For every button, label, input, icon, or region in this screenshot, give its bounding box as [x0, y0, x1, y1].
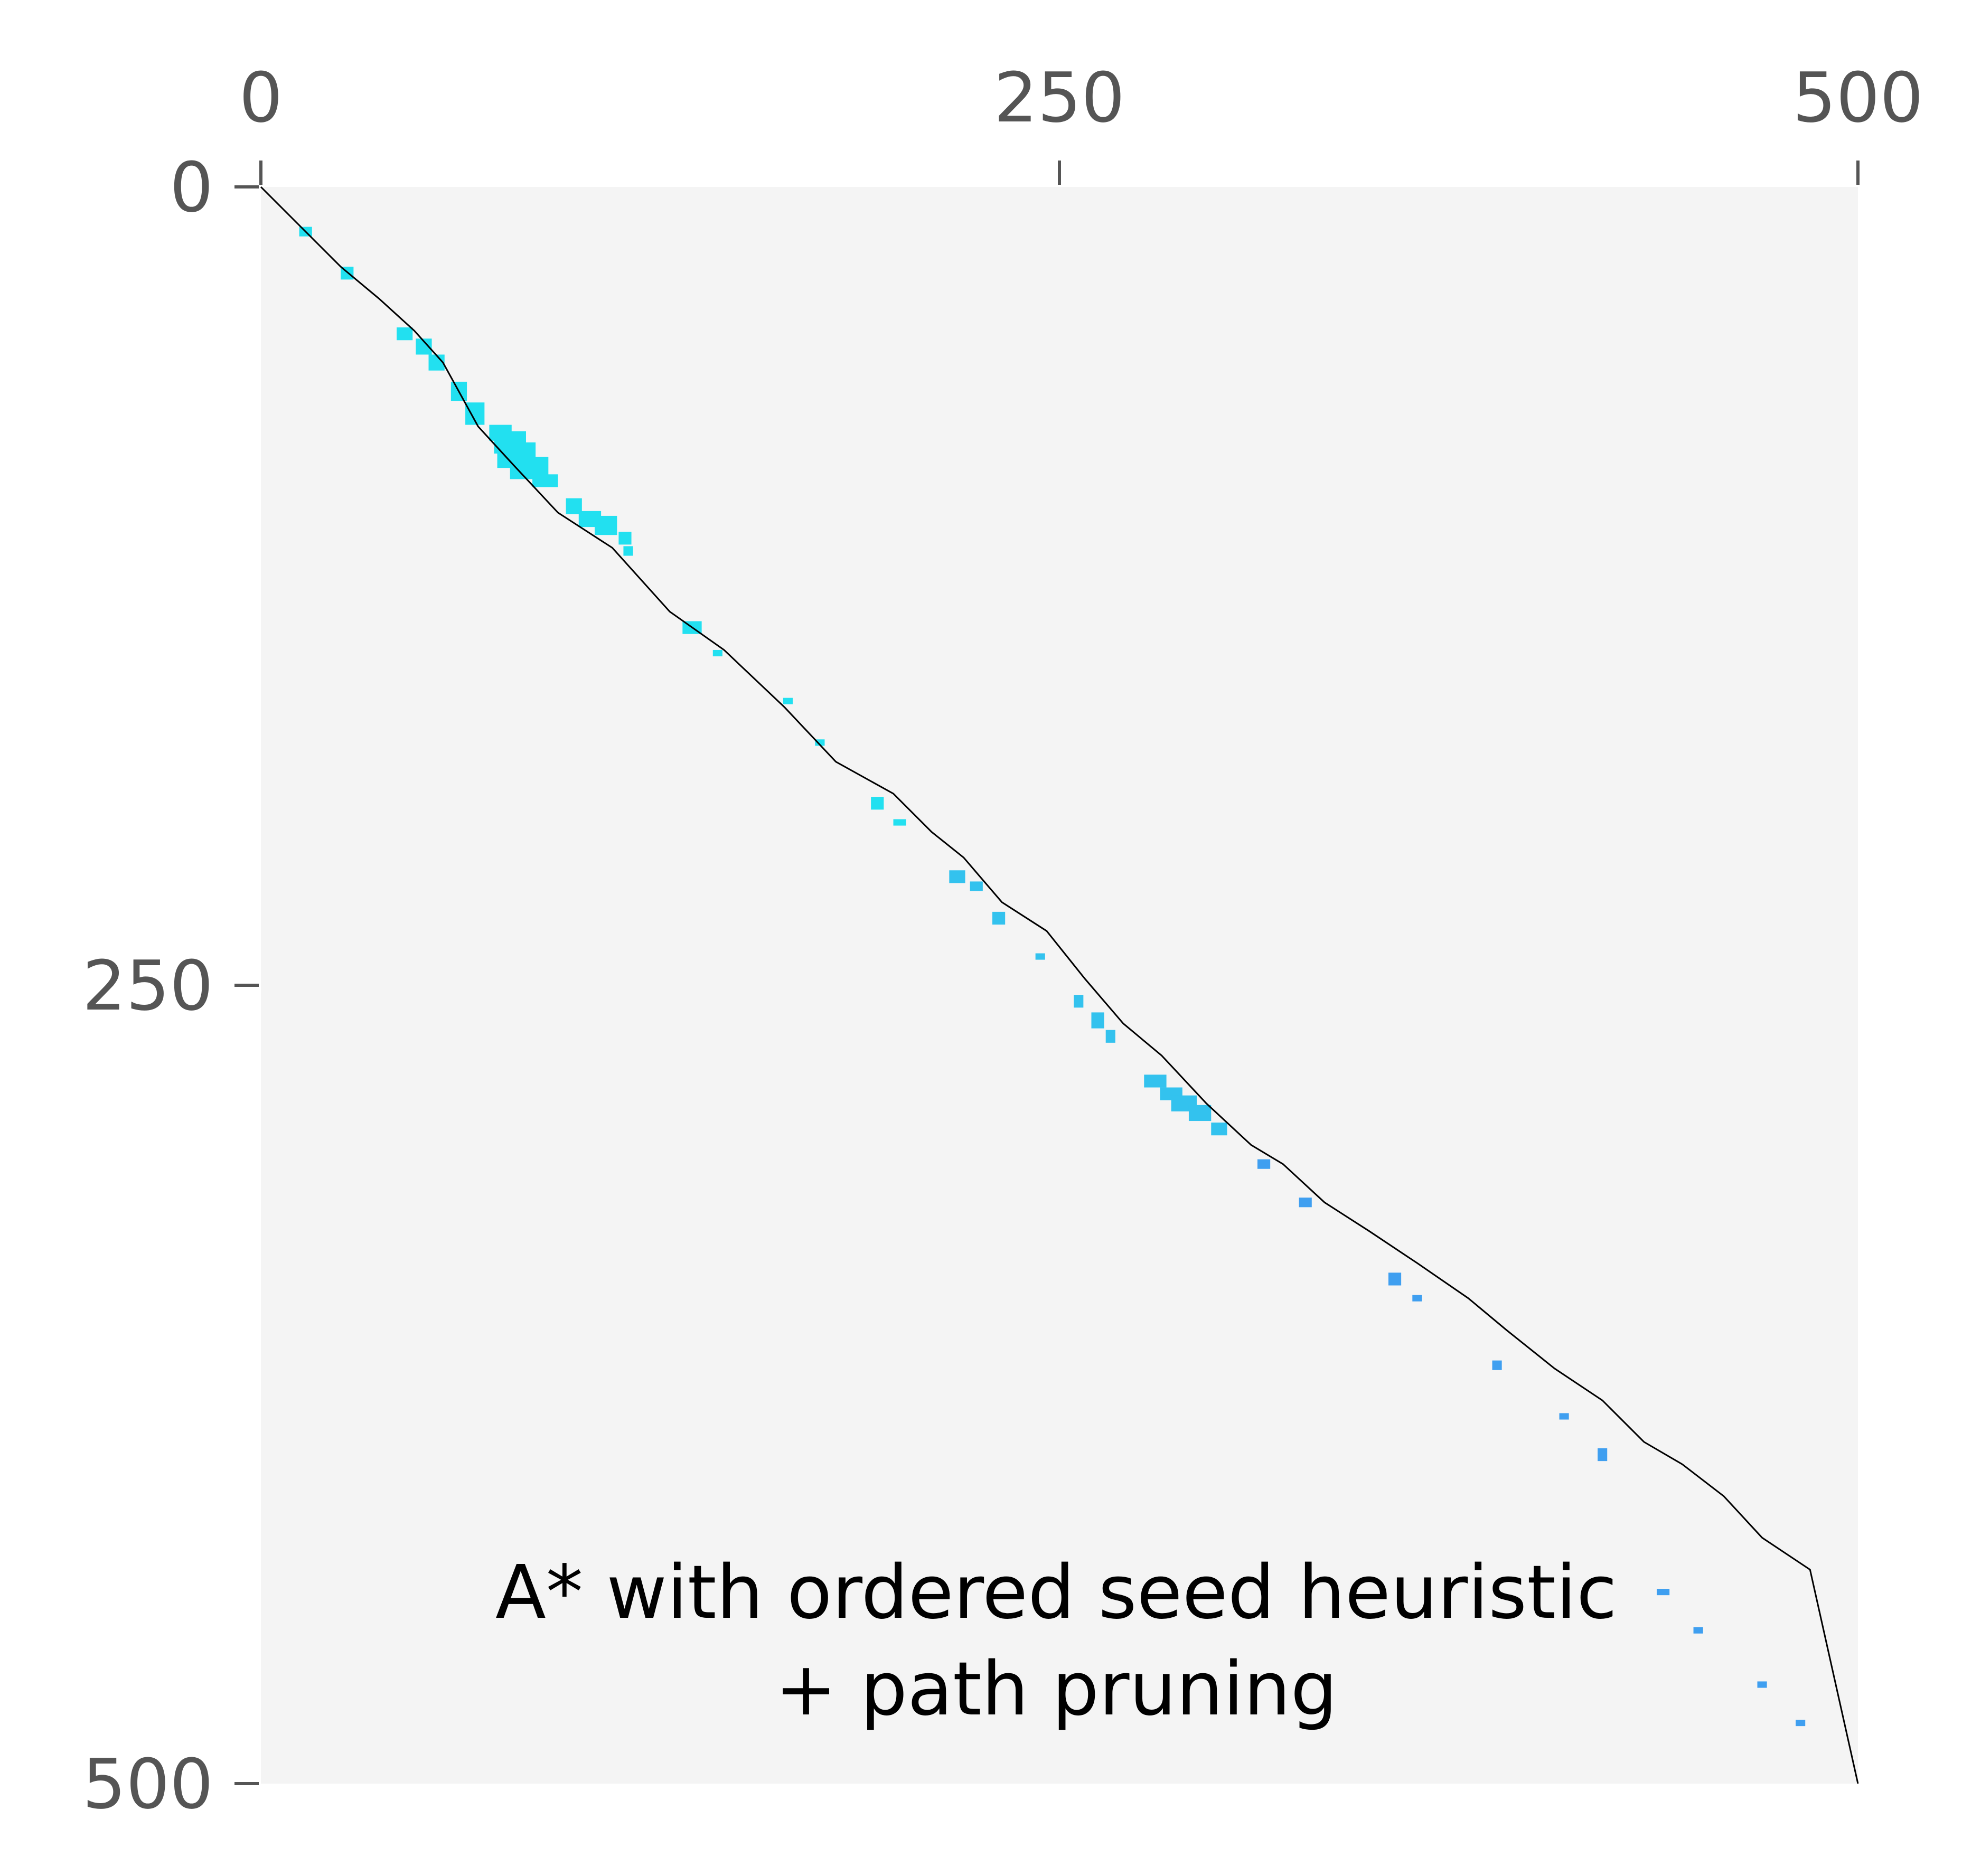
- explored-cell: [783, 697, 793, 704]
- y-tick-label: 500: [82, 1744, 213, 1824]
- explored-cell: [1188, 1105, 1212, 1121]
- explored-cell: [1412, 1295, 1422, 1302]
- chart-annotation-line-2: + path pruning: [775, 1646, 1338, 1732]
- explored-cell: [1559, 1413, 1569, 1420]
- explored-cell: [1492, 1360, 1502, 1370]
- explored-cell: [893, 819, 906, 826]
- x-tick-label: 500: [1792, 58, 1923, 138]
- explored-cell: [1598, 1448, 1608, 1462]
- y-tick-label: 250: [82, 946, 213, 1026]
- explored-cell: [397, 327, 413, 341]
- explored-cell: [1656, 1589, 1670, 1596]
- explored-cell: [1074, 995, 1084, 1008]
- explored-cell: [532, 474, 558, 487]
- explored-cell: [871, 797, 884, 810]
- explored-cell: [1105, 1030, 1115, 1043]
- explored-cell: [618, 532, 632, 545]
- explored-cell: [1796, 1720, 1806, 1727]
- explored-cell: [1091, 1012, 1104, 1029]
- explored-cell: [1757, 1681, 1767, 1688]
- explored-cell: [1693, 1627, 1703, 1634]
- plot-area: [260, 186, 1859, 1784]
- y-tick-label: 0: [170, 147, 213, 228]
- explored-cell: [712, 649, 722, 657]
- explored-cell: [1035, 953, 1045, 960]
- explored-cell: [1211, 1123, 1227, 1136]
- x-tick-label: 250: [994, 58, 1125, 138]
- explored-cell: [815, 739, 825, 746]
- explored-cell: [1299, 1198, 1312, 1208]
- explored-cell: [1257, 1159, 1271, 1169]
- explored-cell: [992, 911, 1006, 925]
- explored-cell: [623, 546, 633, 556]
- explored-cell: [970, 881, 983, 891]
- explored-cell: [1388, 1272, 1402, 1286]
- chart-annotation-line-1: A* with ordered seed heuristic: [495, 1550, 1617, 1636]
- explored-cell: [1144, 1074, 1167, 1088]
- explored-cell: [595, 515, 617, 535]
- x-tick-label: 0: [239, 58, 283, 138]
- axes: 0 250 500 0 250 500: [82, 58, 1923, 1824]
- explored-cell: [949, 870, 965, 883]
- alignment-path-line: [260, 186, 1859, 1784]
